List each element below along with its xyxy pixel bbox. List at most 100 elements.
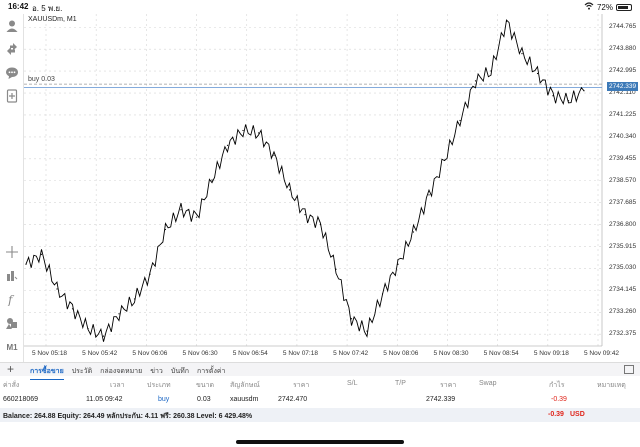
col-sl: S/L: [347, 380, 358, 387]
new-order-icon[interactable]: [4, 88, 20, 104]
price-point: [87, 328, 89, 330]
cell-price: 2742.470: [278, 396, 308, 403]
y-tick-label: 2742.995: [609, 67, 637, 75]
price-point: [381, 293, 384, 295]
col-type: ประเภท: [147, 382, 171, 389]
x-tick-label: 5 Nov 09:42: [584, 350, 620, 357]
timeframe-m1[interactable]: M1: [6, 342, 18, 352]
cell-type: buy: [158, 396, 170, 403]
balance-bar: Balance: 264.88 Equity: 264.49 หลักประกั…: [0, 408, 640, 422]
tab-mailbox[interactable]: กล่องจดหมาย: [100, 368, 143, 375]
col-symbol: สัญลักษณ์: [230, 382, 260, 389]
price-point: [304, 214, 306, 216]
chart-symbol-title: XAUUSDm, M1: [28, 16, 77, 23]
price-series-line: [25, 19, 585, 342]
balance-summary: Balance: 264.88 Equity: 264.49 หลักประกั…: [3, 413, 253, 420]
order-line-label: buy 0.03: [28, 76, 55, 83]
status-time: 16:42: [8, 2, 29, 11]
tab-settings[interactable]: การตั้งค่า: [196, 368, 226, 375]
price-point: [505, 20, 508, 23]
x-tick-label: 5 Nov 08:30: [433, 350, 469, 357]
col-tp: T/P: [395, 380, 406, 387]
battery-percent: 72%: [596, 2, 613, 12]
cell-size: 0.03: [197, 396, 211, 403]
price-point: [149, 273, 151, 275]
add-icon[interactable]: +: [7, 362, 15, 376]
col-comment: หมายเหตุ: [597, 382, 626, 389]
price-point: [443, 159, 446, 161]
y-tick-label: 2742.110: [609, 89, 636, 97]
price-point: [257, 132, 260, 134]
price-point: [412, 231, 415, 233]
left-toolbar: f M1: [0, 14, 24, 362]
account-icon[interactable]: [4, 18, 20, 34]
y-tick-label: 2743.880: [609, 45, 637, 53]
price-point: [428, 194, 430, 196]
y-tick-label: 2744.765: [609, 23, 637, 31]
x-tick-label: 5 Nov 05:18: [32, 350, 68, 357]
price-point: [474, 80, 477, 82]
y-tick-label: 2741.225: [609, 110, 637, 118]
tab-journal[interactable]: บันทึก: [170, 368, 189, 375]
x-tick-label: 5 Nov 06:06: [132, 350, 168, 357]
price-point: [56, 288, 58, 290]
y-tick-label: 2734.145: [609, 286, 637, 294]
col-order: ค่าสั่ง: [3, 382, 20, 389]
price-point: [521, 53, 523, 55]
price-point: [25, 263, 27, 265]
tab-history[interactable]: ประวัติ: [71, 368, 93, 375]
y-tick-label: 2733.260: [609, 308, 637, 316]
price-point: [567, 100, 570, 102]
total-profit: -0.39: [548, 411, 564, 418]
trade-arrows-icon[interactable]: [4, 41, 20, 57]
tab-trade[interactable]: การซื้อขาย: [30, 366, 64, 380]
price-point: [459, 119, 461, 122]
price-point: [335, 268, 337, 270]
price-chart[interactable]: XAUUSDm, M1 buy 0.03 2744.765 2743.880 274…: [24, 14, 640, 362]
toolbox-tabs: + การซื้อขาย ประวัติ กล่องจดหมาย ข่าว บั…: [0, 362, 640, 380]
price-point: [273, 154, 275, 156]
y-tick-label: 2736.800: [609, 220, 637, 228]
cell-symbol: xauusdm: [230, 396, 259, 403]
price-point: [195, 216, 198, 218]
x-tick-label: 5 Nov 07:42: [333, 350, 369, 357]
price-point: [366, 330, 368, 332]
cell-cur-price: 2742.339: [426, 396, 456, 403]
price-point: [490, 70, 492, 72]
function-icon[interactable]: f: [4, 291, 20, 307]
price-point: [288, 189, 291, 191]
chart-canvas: [24, 14, 603, 347]
price-point: [552, 95, 554, 97]
wifi-icon: [584, 2, 594, 12]
table-header: ค่าสั่ง เวลา ประเภท ขนาด สัญลักษณ์ ราคา …: [0, 377, 640, 391]
col-price: ราคา: [293, 382, 310, 389]
y-tick-label: 2739.455: [609, 154, 637, 162]
currency-label: USD: [570, 411, 585, 418]
cell-time: 11.05 09:42: [86, 396, 123, 403]
col-cur-price: ราคา: [440, 382, 457, 389]
crosshair-icon[interactable]: [4, 244, 20, 260]
y-tick-label: 2735.030: [609, 264, 637, 272]
x-tick-label: 5 Nov 06:54: [232, 350, 268, 357]
price-point: [118, 313, 120, 315]
x-tick-label: 5 Nov 07:18: [282, 350, 318, 357]
price-point: [319, 223, 322, 226]
tab-news[interactable]: ข่าว: [150, 368, 163, 375]
y-tick-label: 2732.375: [609, 330, 637, 338]
objects-icon[interactable]: [4, 315, 20, 331]
price-point: [583, 90, 585, 92]
indicators-icon[interactable]: [4, 268, 20, 284]
price-point: [397, 263, 399, 265]
price-point: [133, 298, 136, 300]
price-point: [40, 253, 43, 255]
status-date: อ. 5 พ.ย.: [32, 4, 63, 13]
svg-text:f: f: [7, 293, 15, 306]
col-profit: กำไร: [549, 382, 565, 389]
price-point: [350, 318, 353, 320]
cell-order: 660218069: [3, 396, 39, 403]
price-point: [242, 129, 244, 132]
expand-icon[interactable]: [624, 365, 634, 374]
x-tick-label: 5 Nov 05:42: [82, 350, 118, 357]
chat-icon[interactable]: [4, 65, 20, 81]
table-row[interactable]: 660218069 11.05 09:42 buy 0.03 xauusdm 2…: [0, 393, 640, 407]
